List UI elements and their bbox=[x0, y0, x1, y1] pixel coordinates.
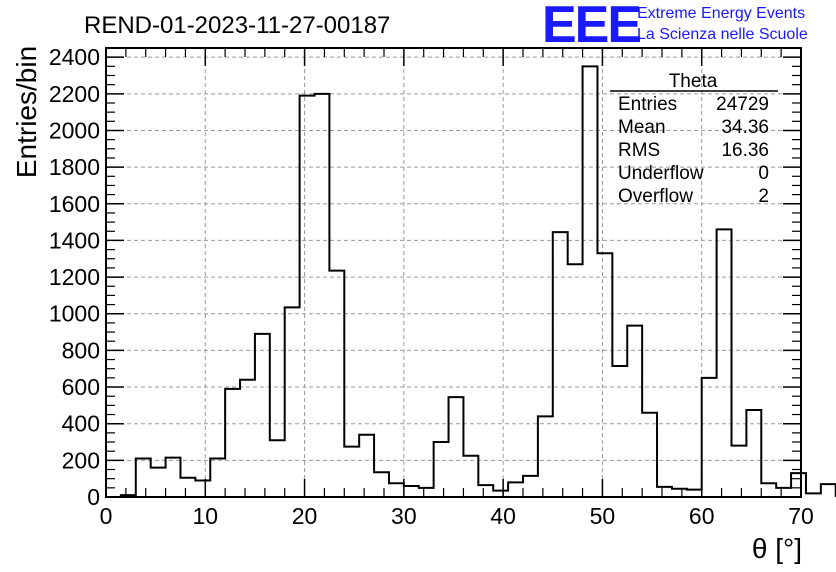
histogram-bin bbox=[672, 489, 687, 497]
stats-box: Theta Entries 24729 Mean 34.36 RMS 16.36 Under… bbox=[610, 71, 778, 207]
histogram-bin bbox=[478, 485, 493, 497]
histogram-bin bbox=[553, 232, 568, 497]
x-tick-label: 40 bbox=[490, 503, 516, 529]
histogram-bin bbox=[791, 473, 806, 497]
stats-value: 16.36 bbox=[721, 140, 769, 161]
stats-label: Entries bbox=[618, 94, 677, 115]
histogram-bin bbox=[568, 264, 583, 497]
histogram-bin bbox=[523, 476, 538, 497]
stats-label: Mean bbox=[618, 117, 666, 138]
histogram-bin bbox=[776, 488, 791, 497]
histogram-bin bbox=[717, 229, 732, 497]
histogram-bin bbox=[285, 307, 300, 497]
plot-frame bbox=[105, 47, 802, 498]
x-tick-label: 10 bbox=[192, 503, 218, 529]
grid-lines bbox=[106, 48, 801, 497]
histogram-bin bbox=[746, 410, 761, 497]
histogram-bin bbox=[821, 484, 836, 497]
stats-rows: Entries 24729 Mean 34.36 RMS 16.36 Underflow 0 O… bbox=[618, 94, 769, 207]
y-tick-label: 1000 bbox=[49, 301, 100, 327]
histogram-outline bbox=[106, 65, 836, 498]
histogram-bin bbox=[225, 389, 240, 497]
histogram-bin bbox=[270, 440, 285, 497]
brand-line-1: Extreme Energy Events bbox=[637, 5, 805, 22]
histogram-bin bbox=[419, 488, 434, 497]
histogram-bin bbox=[136, 459, 151, 497]
histogram-bin bbox=[449, 397, 464, 497]
histogram-bin bbox=[508, 482, 523, 497]
histogram-bin bbox=[761, 483, 776, 497]
stats-label: Underflow bbox=[618, 163, 704, 184]
histogram-bin bbox=[255, 334, 270, 497]
histogram-bin bbox=[210, 459, 225, 497]
histogram-bin bbox=[344, 447, 359, 497]
eee-logo: EEE bbox=[542, 0, 642, 54]
x-tick-label: 30 bbox=[391, 503, 417, 529]
y-tick-labels: 0 200 400 600 800 1000 1200 1400 1600 1800 2000 220… bbox=[49, 44, 100, 510]
y-tick-label: 400 bbox=[62, 411, 100, 437]
y-tick-label: 2000 bbox=[49, 117, 100, 143]
x-tick-label: 60 bbox=[689, 503, 715, 529]
brand-line-2: La Scienza nelle Scuole bbox=[637, 26, 808, 43]
histogram-bin bbox=[329, 271, 344, 497]
stats-value: 34.36 bbox=[721, 117, 769, 138]
x-tick-label: 50 bbox=[590, 503, 616, 529]
histogram-bin bbox=[315, 94, 330, 497]
y-tick-label: 1400 bbox=[49, 227, 100, 253]
histogram-bin bbox=[434, 442, 449, 497]
x-tick-label: 0 bbox=[100, 503, 113, 529]
y-axis-label: Entries/bin bbox=[11, 46, 42, 178]
y-tick-label: 600 bbox=[62, 374, 100, 400]
histogram-bin bbox=[166, 458, 181, 497]
histogram-bin bbox=[657, 487, 672, 497]
histogram-bin bbox=[627, 326, 642, 497]
y-tick-label: 0 bbox=[87, 484, 100, 510]
stats-label: Overflow bbox=[618, 186, 693, 207]
x-tick-labels: 0 10 20 30 40 50 60 70 bbox=[100, 503, 814, 529]
y-tick-label: 200 bbox=[62, 447, 100, 473]
histogram-bin bbox=[180, 478, 195, 497]
y-tick-label: 2200 bbox=[49, 81, 100, 107]
histogram-bin bbox=[300, 96, 315, 497]
eee-logo-text: EEE bbox=[542, 0, 640, 54]
x-tick-label: 20 bbox=[292, 503, 318, 529]
x-axis-label: θ [°] bbox=[752, 533, 802, 564]
stats-value: 0 bbox=[758, 163, 769, 184]
histogram-bin bbox=[687, 490, 702, 497]
y-tick-label: 800 bbox=[62, 337, 100, 363]
histogram-bin bbox=[359, 435, 374, 497]
histogram-bin bbox=[702, 378, 717, 497]
histogram-bin bbox=[240, 380, 255, 497]
stats-value: 24729 bbox=[716, 94, 769, 115]
histogram-bin bbox=[463, 456, 478, 497]
histogram-bin bbox=[389, 483, 404, 497]
histogram-bin bbox=[583, 66, 598, 497]
stats-value: 2 bbox=[758, 186, 769, 207]
y-tick-label: 1800 bbox=[49, 154, 100, 180]
histogram-bin bbox=[151, 468, 166, 497]
histogram-bin bbox=[597, 253, 612, 497]
y-tick-label: 2400 bbox=[49, 44, 100, 70]
stats-title: Theta bbox=[669, 71, 718, 92]
stats-label: RMS bbox=[618, 140, 660, 161]
y-tick-label: 1600 bbox=[49, 191, 100, 217]
histogram-bin bbox=[642, 413, 657, 497]
histogram-bin bbox=[612, 366, 627, 497]
histogram-bin bbox=[538, 416, 553, 497]
x-tick-label: 70 bbox=[788, 503, 814, 529]
run-title: REND-01-2023-11-27-00187 bbox=[84, 12, 390, 39]
histogram-bin bbox=[732, 446, 747, 497]
y-tick-label: 1200 bbox=[49, 264, 100, 290]
histogram-bin bbox=[374, 472, 389, 497]
histogram-bin bbox=[404, 486, 419, 497]
histogram-bin bbox=[195, 481, 210, 497]
